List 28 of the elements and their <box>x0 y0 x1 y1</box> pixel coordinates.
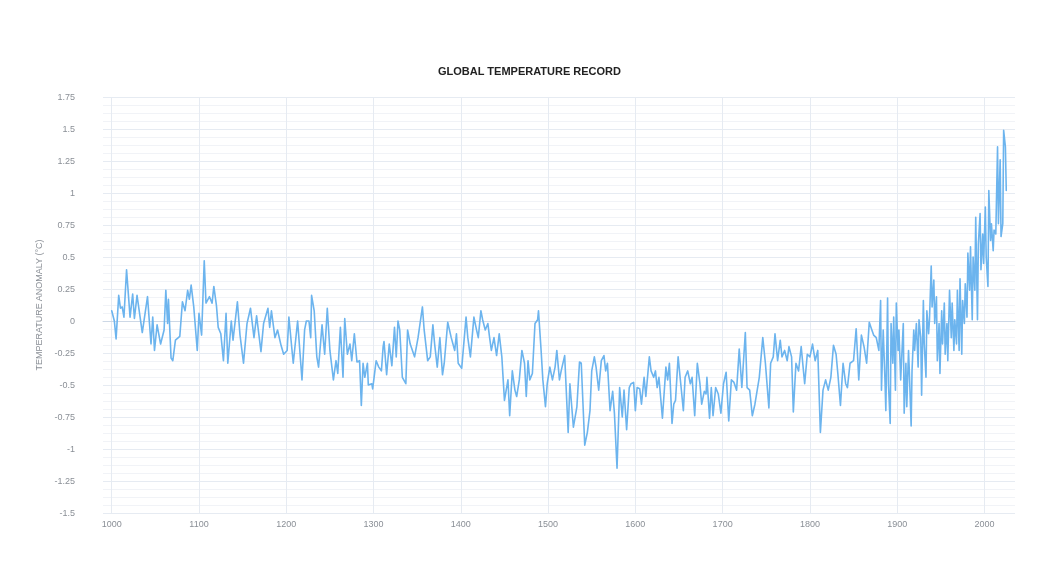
y-tick-label: -0.75 <box>54 412 75 422</box>
x-tick-label: 1100 <box>189 518 209 529</box>
y-tick-label: -0.5 <box>59 380 75 390</box>
y-tick-label: 0.5 <box>62 252 75 262</box>
y-tick-label: 0 <box>69 316 75 326</box>
x-tick-label: 1400 <box>450 518 471 529</box>
x-tick-label: 1700 <box>712 518 733 529</box>
y-tick-label: -1.5 <box>59 508 75 518</box>
y-tick-label: 1.75 <box>57 92 75 102</box>
y-axis-title: TEMPERATURE ANOMALY (°C) <box>34 239 45 371</box>
x-tick-label: 2000 <box>974 518 995 529</box>
x-tick-label: 1300 <box>363 518 384 529</box>
chart-title: GLOBAL TEMPERATURE RECORD <box>438 64 622 77</box>
x-tick-label: 1200 <box>276 518 297 529</box>
y-tick-label: 1.25 <box>57 156 75 166</box>
x-tick-label: 1500 <box>538 518 559 529</box>
y-tick-label: 0.25 <box>57 284 75 294</box>
y-tick-label: -1 <box>66 444 75 454</box>
line-series <box>110 129 1008 469</box>
x-tick-label: 1800 <box>799 518 820 529</box>
y-tick-label: -0.25 <box>54 348 75 358</box>
y-tick-label: 0.75 <box>57 220 75 230</box>
y-tick-label: -1.25 <box>54 476 75 486</box>
y-tick-label: 1.5 <box>62 124 75 134</box>
x-tick-label: 1600 <box>625 518 646 529</box>
y-tick-label: 1 <box>69 188 75 198</box>
x-tick-label: 1900 <box>887 518 908 529</box>
x-tick-label: 1000 <box>101 518 122 529</box>
